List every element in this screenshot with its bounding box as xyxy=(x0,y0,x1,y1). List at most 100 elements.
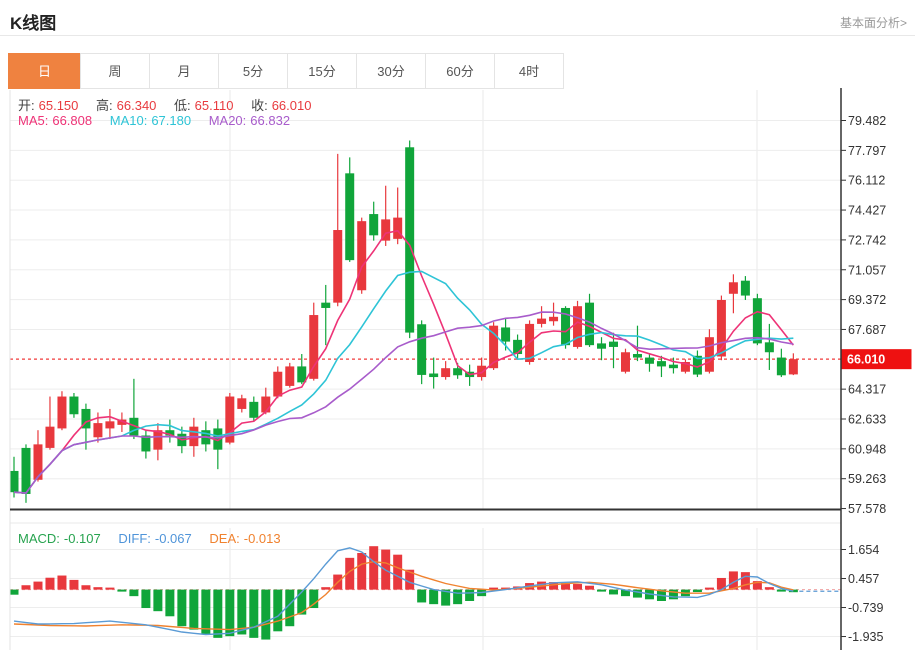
candle-body xyxy=(33,444,43,480)
candle-body xyxy=(417,324,427,375)
macd-bar xyxy=(752,581,762,590)
candle-body xyxy=(405,147,415,333)
candle-body xyxy=(429,373,439,378)
macd-bar xyxy=(57,575,67,590)
macd-bar xyxy=(189,589,199,630)
candle-body xyxy=(597,343,607,349)
candle-body xyxy=(237,398,247,409)
tab-interval-1[interactable]: 周 xyxy=(80,53,150,89)
candle-body xyxy=(297,366,307,383)
current-price-badge xyxy=(840,349,912,370)
price-tick-label: 77.797 xyxy=(848,144,886,158)
candle-body xyxy=(57,396,67,429)
high-label: 高: xyxy=(96,98,113,113)
macd-bar xyxy=(728,571,738,590)
dea-label: DEA: xyxy=(209,531,240,546)
macd-bar xyxy=(632,589,642,598)
macd-bar xyxy=(764,587,774,590)
candle-body xyxy=(249,401,259,418)
macd-bar xyxy=(201,589,211,635)
candle-body xyxy=(776,357,786,376)
macd-bar xyxy=(117,589,127,592)
page-title: K线图 xyxy=(10,14,57,33)
fundamental-analysis-link[interactable]: 基本面分析> xyxy=(839,16,907,30)
price-tick-label: 76.112 xyxy=(848,174,885,188)
macd-bar xyxy=(549,582,559,590)
candle-body xyxy=(81,408,91,429)
macd-bar xyxy=(9,589,19,595)
macd-bar xyxy=(297,589,307,615)
macd-bar xyxy=(609,589,618,595)
tab-interval-3[interactable]: 5分 xyxy=(218,53,288,89)
candle-body xyxy=(585,302,595,346)
tab-interval-5[interactable]: 30分 xyxy=(356,53,426,89)
ma20-line xyxy=(13,311,794,494)
candle-body xyxy=(573,306,583,347)
macd-value: -0.107 xyxy=(63,531,101,546)
candle-body xyxy=(668,364,678,369)
tab-interval-2[interactable]: 月 xyxy=(149,53,219,89)
candle-body xyxy=(656,361,666,367)
candle-body xyxy=(285,366,295,386)
price-tick-label: 71.057 xyxy=(848,263,886,277)
candle-body xyxy=(728,282,738,294)
macd-label: MACD: xyxy=(18,531,60,546)
candle-body xyxy=(153,430,163,450)
candle-body xyxy=(620,352,630,372)
price-tick-label: 59.263 xyxy=(848,472,886,486)
price-tick-label: 67.687 xyxy=(848,323,886,337)
macd-tick-label: 1.654 xyxy=(848,543,879,557)
candle-body xyxy=(9,470,19,493)
header-divider xyxy=(0,35,915,36)
candle-body xyxy=(477,365,487,378)
dea-value: -0.013 xyxy=(243,531,281,546)
candle-body xyxy=(225,396,235,443)
tab-interval-0[interactable]: 日 xyxy=(8,53,81,89)
macd-bar xyxy=(429,589,439,605)
tab-interval-6[interactable]: 60分 xyxy=(425,53,495,89)
macd-bar xyxy=(417,589,427,603)
tab-interval-4[interactable]: 15分 xyxy=(287,53,357,89)
macd-bar xyxy=(573,584,583,590)
macd-bar xyxy=(465,589,475,601)
candle-body xyxy=(764,342,774,353)
candle-body xyxy=(21,447,31,494)
ma5-line xyxy=(13,229,794,494)
candle-body xyxy=(369,214,379,236)
price-tick-label: 74.427 xyxy=(848,204,886,218)
diff-value: -0.067 xyxy=(154,531,192,546)
candle-body xyxy=(309,315,319,379)
ma-legend: MA5: 66.808 MA10: 67.180 MA20: 66.832 xyxy=(18,113,294,128)
ma10-line xyxy=(13,270,794,494)
candle-body xyxy=(549,316,559,322)
candle-body xyxy=(441,368,451,378)
macd-bar xyxy=(668,589,678,600)
candle-body xyxy=(321,302,331,308)
candle-body xyxy=(489,325,499,369)
macd-bar xyxy=(740,572,750,590)
macd-bar xyxy=(561,583,571,590)
macd-bar xyxy=(321,587,331,590)
macd-tick-label: -1.935 xyxy=(848,630,883,644)
macd-bar xyxy=(261,589,271,640)
candle-body xyxy=(537,318,547,324)
macd-bar xyxy=(21,585,31,590)
candle-body xyxy=(561,307,571,346)
open-value: 65.150 xyxy=(38,98,79,113)
ma20-value: 66.832 xyxy=(250,113,291,128)
price-tick-label: 60.948 xyxy=(848,442,886,456)
candle-body xyxy=(69,396,79,415)
macd-tick-label: -0.739 xyxy=(848,601,883,615)
candle-body xyxy=(501,327,511,342)
macd-bar xyxy=(69,579,79,590)
tab-interval-7[interactable]: 4时 xyxy=(494,53,564,89)
candle-body xyxy=(513,339,523,355)
macd-bar xyxy=(177,589,187,627)
macd-tick-label: 0.457 xyxy=(848,572,879,586)
macd-bar xyxy=(225,589,235,637)
macd-bar xyxy=(692,589,702,593)
macd-bar xyxy=(153,589,163,612)
open-label: 开: xyxy=(18,98,35,113)
